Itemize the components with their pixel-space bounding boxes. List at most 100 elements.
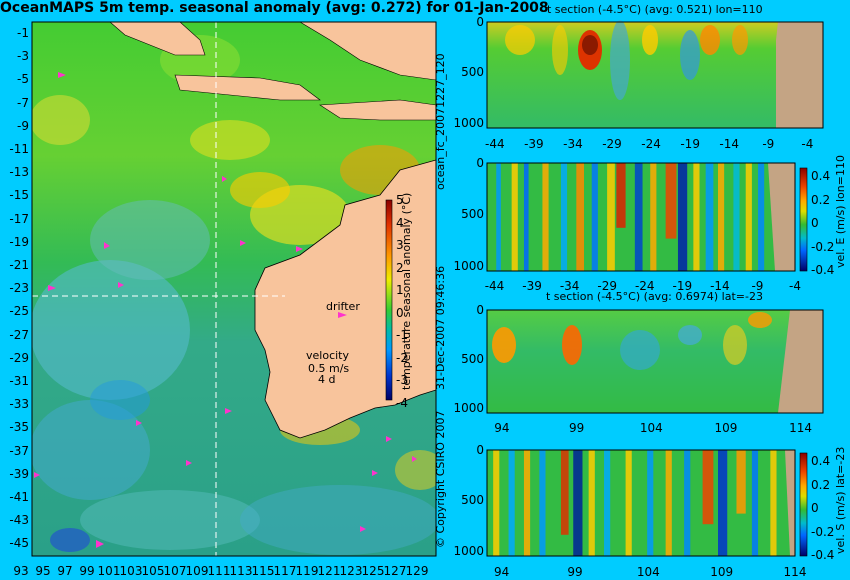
legend-drifter-marker [338,312,347,318]
map-colorbar-tick: -4 [396,395,408,410]
velocity-stripe [718,163,725,271]
map-y-tick: -3 [17,49,29,64]
map-y-tick: -41 [9,490,29,504]
map-colorbar-tick: 1 [396,283,404,297]
map-x-tick: 115 [251,564,275,578]
velocity-label: velocity [306,349,349,362]
section-x-tick: -9 [762,137,775,151]
section-x-tick: -19 [680,137,700,151]
section-y-tick: 0 [476,303,484,317]
map-x-tick: 127 [383,564,407,578]
section-y-tick: 0 [476,156,484,170]
velocity-stripe [693,163,700,271]
velocity-stripe [539,450,546,556]
velocity-stripe [508,450,515,556]
t-section-lon110-panel [486,20,824,129]
map-y-tick: -31 [9,374,29,388]
velocity-stripe [496,163,501,271]
map-y-tick: -25 [9,304,29,319]
section-x-tick: -24 [641,137,661,151]
map-y-tick: -43 [9,513,29,528]
map-y-tick: -27 [9,327,29,342]
section-x-tick: -19 [672,279,693,293]
velocity-stripe [647,450,654,556]
map-x-tick: 111 [207,564,231,578]
velocity-colorbar-tick: 0.2 [811,192,831,207]
section-x-tick: -44 [484,279,505,293]
map-x-tick: 117 [273,564,297,578]
velocity-stripe [665,163,677,239]
velocity-colorbar-tick: -0.4 [811,263,835,277]
map-x-tick: 125 [361,564,385,578]
section-x-tick: 94 [494,565,510,579]
map-colorbar [385,199,393,401]
map-y-tick: -21 [9,258,29,272]
section-y-tick: 500 [461,493,484,508]
map-x-tick: 119 [295,564,319,578]
velocity-stripe [758,163,765,271]
section-x-tick: -9 [751,279,764,293]
velocity-stripe [770,450,777,556]
section-x-tick: -4 [801,137,814,151]
map-colorbar-tick: -1 [396,328,408,342]
map-colorbar-tick: 2 [396,260,404,275]
map-y-tick: -15 [9,188,29,203]
map-colorbar-tick: -3 [396,373,408,387]
velocity-colorbar-tick: -0.2 [811,239,835,254]
section-x-tick: 109 [710,565,734,579]
section-x-tick: 99 [567,565,583,579]
section-x-tick: -24 [634,279,655,293]
vel-e-colorbar-label: vel. E (m/s) lon=110 [834,155,847,268]
velocity-stripe [511,163,518,271]
velocity-stripe [665,450,672,556]
velocity-colorbar-tick: -0.2 [811,524,835,539]
section-x-tick: 104 [639,421,663,435]
section-x-tick: 114 [789,421,813,435]
velocity-stripe [523,450,531,556]
velocity-stripe [650,163,657,271]
section-x-tick: -4 [789,279,801,293]
section-x-tick: 94 [494,421,510,435]
section-y-tick: 1000 [453,401,484,416]
section-x-tick: 109 [714,421,738,435]
map-x-tick: 103 [119,564,143,578]
page-title: OceanMAPS 5m temp. seasonal anomaly (avg… [0,0,549,16]
velocity-colorbar-tick: 0.4 [811,169,831,183]
velocity-stripe [591,163,598,271]
vel-e-section-lon110-panel [486,162,808,272]
drifter-label: drifter [326,300,360,313]
map-y-tick: -39 [9,466,29,481]
map-y-tick: -7 [17,95,29,110]
map-x-tick: 101 [97,564,121,578]
map-x-tick: 95 [35,564,51,578]
section-y-tick: 1000 [453,115,484,130]
map-x-tick: 129 [405,564,429,578]
section-x-tick: 104 [636,565,660,579]
map-y-tick: -37 [9,443,29,458]
section-x-tick: -14 [719,137,740,151]
velocity-stripe [736,450,746,514]
map-y-tick: -9 [17,118,29,133]
map-x-tick: 107 [163,564,187,578]
velocity-stripe [560,163,568,271]
velocity-stripe [751,450,759,556]
map-x-tick: 123 [339,564,363,578]
map-x-tick: 113 [229,564,253,578]
map-y-tick: -45 [9,536,29,551]
map-y-tick: -5 [17,72,29,87]
map-x-tick: 93 [13,564,29,578]
velocity-stripe [493,450,500,556]
section-y-tick: 1000 [453,258,484,273]
map-colorbar-tick: 5 [396,193,404,207]
velocity-stripe [523,163,529,271]
map-x-tick: 109 [185,564,209,578]
vel-s-colorbar-label: vel. S (m/s) lat=-23 [834,446,847,554]
map-colorbar-tick: 4 [396,215,404,230]
map-y-tick: -33 [9,397,29,412]
section-y-tick: 500 [461,207,484,222]
velocity-colorbar-tick: -0.4 [811,548,835,562]
section-x-tick: -14 [710,279,730,293]
velocity-stripe [745,163,752,271]
